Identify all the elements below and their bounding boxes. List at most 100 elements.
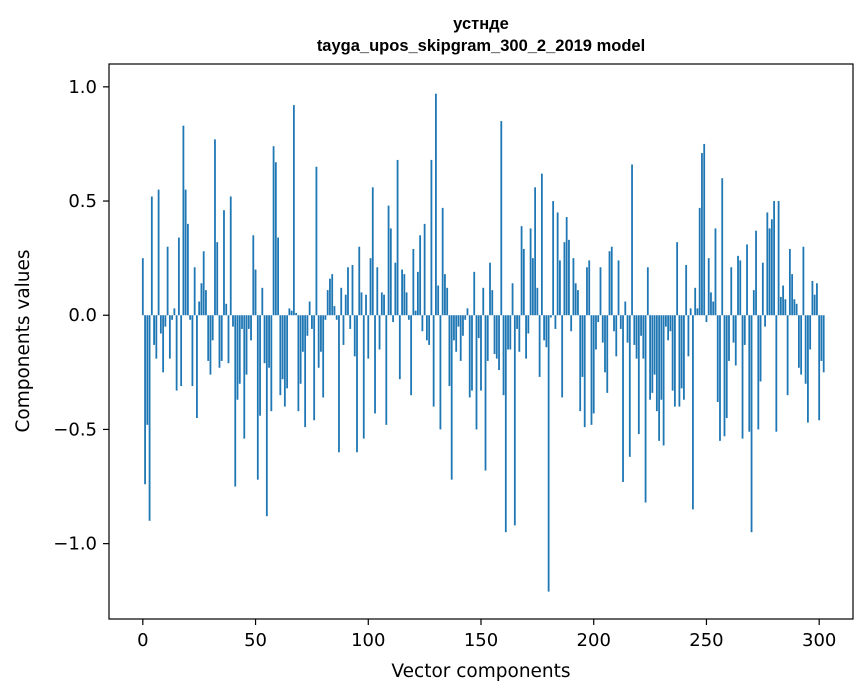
bar [265,315,268,517]
bar [259,315,261,416]
bar [752,290,755,316]
bar [353,315,356,357]
bar [800,315,803,375]
bar [511,283,514,316]
bar [482,287,485,316]
bar [279,315,282,396]
bar [405,292,408,316]
bar [311,315,313,329]
bar [504,315,507,533]
bar [446,287,449,316]
bar [658,315,661,441]
bar [624,301,627,316]
bar [518,315,521,352]
bar [389,228,392,316]
bar [238,315,241,384]
bar [347,267,349,316]
bar [768,228,771,316]
bar [707,258,710,316]
bar [191,315,194,387]
bar [450,315,453,480]
chart-subtitle: tayga_upos_skipgram_300_2_2019 model [317,37,645,55]
bar [495,315,498,359]
bar [166,246,169,316]
bar [216,242,219,316]
bar [529,228,532,316]
bar [471,315,473,391]
bar [599,267,602,316]
bar [148,315,151,521]
bar [200,283,203,316]
bar [356,315,358,453]
bar [329,278,331,316]
bar [362,315,365,439]
bar [586,267,588,316]
bar [263,315,266,364]
bar [655,315,658,412]
bar [214,139,216,316]
bar [642,315,645,359]
bar [766,212,769,316]
bar [333,306,336,316]
bar [432,315,435,407]
bar [687,315,690,357]
bar [164,315,167,327]
bar [520,226,523,316]
bar [714,228,717,316]
bar [676,242,679,316]
bar [243,315,246,439]
bar [374,315,376,414]
bar [430,159,433,316]
bar [365,294,367,316]
bar [746,244,748,316]
bar [543,315,546,341]
bar [385,315,388,425]
bar [455,315,458,352]
bar [534,187,537,316]
bar [493,315,496,355]
bar [403,274,406,316]
bar [342,315,345,345]
bar [498,315,500,371]
bar [473,271,476,316]
bar [349,315,352,329]
bar [376,267,379,316]
bar [683,315,685,400]
bar [453,315,455,341]
bar [664,315,667,327]
bar [619,315,622,329]
bar [489,262,491,316]
bar [254,269,257,316]
bar [317,315,320,368]
bar [439,315,442,430]
bar [367,315,370,359]
bar [536,287,539,316]
bar [631,164,633,316]
bar [220,315,223,361]
bar [552,201,555,316]
bar [728,315,730,361]
bar [324,315,327,320]
bar [299,315,302,384]
bar [719,315,721,441]
bar [322,315,325,398]
bar [608,251,611,316]
bar [480,315,482,391]
bar [304,315,307,428]
bar [229,196,232,316]
bar [484,315,487,471]
bar [716,315,719,403]
bar [270,315,273,412]
bar [680,315,683,389]
bar [502,315,505,396]
bar [807,315,809,423]
bar [171,315,174,320]
bar [770,219,773,316]
bar [730,267,733,316]
bar [444,274,446,316]
bar [159,315,162,334]
bar [250,315,252,341]
bar [193,267,196,316]
bar [577,290,579,316]
